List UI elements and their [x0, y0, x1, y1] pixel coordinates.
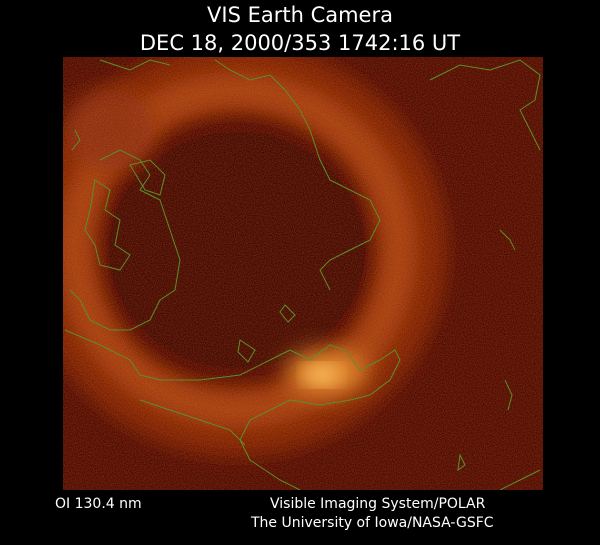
aurora-image	[63, 57, 543, 490]
credit: The University of Iowa/NASA-GSFC	[250, 515, 494, 531]
wavelength: OI 130.4 nm	[55, 496, 142, 512]
timestamp: DEC 18, 2000/353 1742:16 UT	[140, 31, 460, 55]
instrument: Visible Imaging System/POLAR	[270, 496, 486, 512]
coastlines	[64, 59, 541, 490]
title: VIS Earth Camera	[207, 3, 393, 27]
